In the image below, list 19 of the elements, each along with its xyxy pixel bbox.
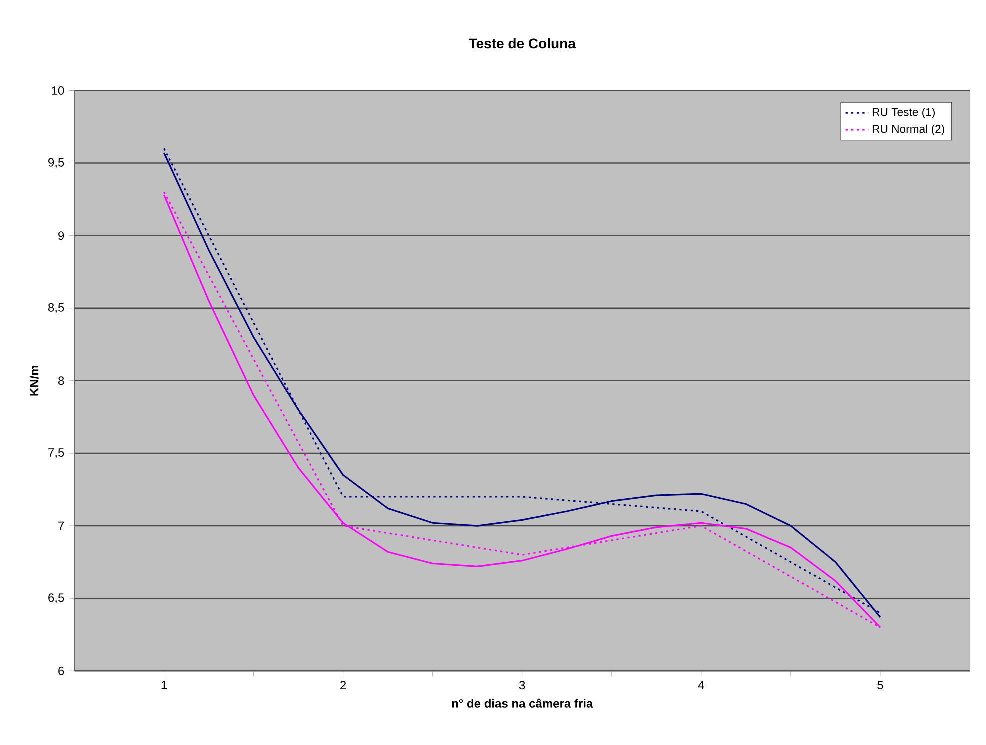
x-tick-label: 4 xyxy=(698,681,704,690)
y-tick-label: 6,5 xyxy=(48,594,64,604)
y-tick-label: 8,5 xyxy=(48,304,64,314)
y-axis-title: KN/m xyxy=(30,366,39,396)
legend-label: RU Teste (1) xyxy=(872,108,935,119)
y-tick-label: 8 xyxy=(58,376,64,386)
y-tick-label: 7 xyxy=(58,522,64,530)
x-axis-title: n° de dias na câmera fria xyxy=(452,699,594,708)
x-tick-label: 1 xyxy=(162,681,167,690)
legend-label: RU Normal (2) xyxy=(872,125,944,136)
y-tick-label: 6 xyxy=(58,667,64,676)
y-tick-label: 10 xyxy=(52,86,64,96)
chart-title: Teste de Coluna xyxy=(468,38,576,49)
x-tick-label: 3 xyxy=(519,681,526,690)
y-tick-label: 9,5 xyxy=(48,158,64,168)
y-tick-label: 7,5 xyxy=(48,448,64,459)
x-tick-label: 2 xyxy=(340,681,346,690)
x-tick-label: 5 xyxy=(878,681,884,690)
y-tick-label: 9 xyxy=(58,232,64,240)
